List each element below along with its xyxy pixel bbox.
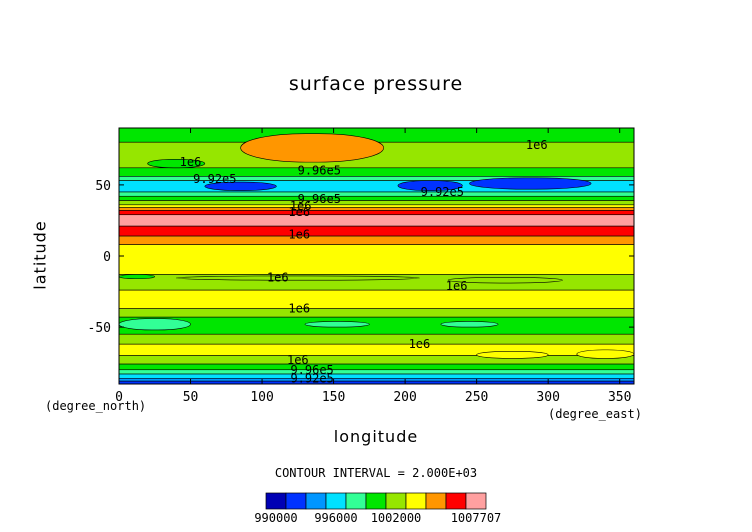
- contour-label: 9.92e5: [193, 172, 236, 186]
- x-tick-label: 300: [536, 390, 559, 405]
- contour-band: [119, 195, 634, 201]
- contour-label: 1e6: [526, 138, 548, 152]
- x-axis-label: longitude: [333, 427, 419, 446]
- contour-band: [119, 333, 634, 345]
- y-axis: -50 0 50: [88, 179, 634, 336]
- contour-label: 1e6: [446, 279, 468, 293]
- contour-band: [119, 378, 634, 382]
- contour-label: 1e6: [288, 205, 310, 219]
- y-axis-label: latitude: [30, 220, 50, 290]
- contour-band: [119, 207, 634, 211]
- colorbar-swatch: [385, 492, 407, 510]
- contour-label: 9.96e5: [298, 164, 341, 178]
- contour-cell: [397, 180, 463, 191]
- x-tick-label: 150: [322, 390, 345, 405]
- contour-band: [119, 235, 634, 245]
- contour-label: 1e6: [288, 228, 310, 242]
- contour-cell: [240, 133, 384, 163]
- y-tick-label: -50: [88, 321, 111, 336]
- x-axis: 0 50 100 150 200 250 300 350: [115, 128, 631, 405]
- contour-label: 9.96e5: [298, 192, 341, 206]
- contour-band: [119, 343, 634, 356]
- colorbar-label: 1007707: [451, 511, 502, 525]
- contour-label: 1e6: [290, 199, 312, 213]
- y-unit-label: (degree_east): [548, 407, 642, 421]
- colorbar-swatch: [445, 492, 467, 510]
- contour-band: [119, 369, 634, 375]
- contour-band: [119, 244, 634, 275]
- contour-label: 9.92e5: [290, 371, 333, 385]
- contour-band: [119, 316, 634, 335]
- chart-title: surface pressure: [288, 73, 464, 95]
- contour-band: [119, 373, 634, 379]
- contour-label: 1e6: [288, 302, 310, 316]
- x-tick-label: 0: [115, 390, 123, 405]
- contour-band: [119, 210, 634, 216]
- contour-label: 1e6: [267, 270, 289, 284]
- colorbar-swatch: [325, 492, 347, 510]
- contour-cell: [476, 350, 549, 359]
- contour-cell: [469, 177, 592, 190]
- colorbar-swatch: [365, 492, 387, 510]
- colorbar-label: 1002000: [371, 511, 422, 525]
- contour-cell: [147, 158, 206, 169]
- contour-interval-label: CONTOUR INTERVAL = 2.000E+03: [274, 466, 478, 480]
- contour-cell: [440, 321, 499, 328]
- contour-band: [119, 214, 634, 227]
- colorbar: 990000 996000 1002000 1007707: [254, 492, 502, 525]
- contour-cell: [119, 318, 191, 331]
- colorbar-label: 996000: [314, 511, 357, 525]
- colorbar-swatch: [305, 492, 327, 510]
- x-tick-label: 50: [183, 390, 199, 405]
- contour-cell: [447, 277, 563, 284]
- contour-band: [119, 225, 634, 237]
- colorbar-swatch: [405, 492, 427, 510]
- x-tick-label: 100: [250, 390, 273, 405]
- colorbar-label: 990000: [254, 511, 297, 525]
- contour-cell: [204, 181, 277, 191]
- contour-band: [119, 363, 634, 371]
- colorbar-swatch: [265, 492, 287, 510]
- contour-label: 1e6: [180, 155, 202, 169]
- y-tick-label: 50: [95, 179, 111, 194]
- y-tick-label: 0: [103, 250, 111, 265]
- x-unit-label: (degree_north): [45, 399, 147, 413]
- x-tick-label: 200: [393, 390, 416, 405]
- colorbar-swatch: [345, 492, 367, 510]
- contour-band: [119, 308, 634, 318]
- x-tick-label: 350: [608, 390, 631, 405]
- contour-cell: [576, 349, 634, 359]
- contour-fills: [119, 128, 634, 384]
- contour-label: 9.92e5: [421, 185, 464, 199]
- contour-cell: [304, 321, 370, 328]
- contour-band: [119, 204, 634, 208]
- contour-label: 9.96e5: [290, 363, 333, 377]
- contour-label: 1e6: [409, 337, 431, 351]
- contour-band: [119, 289, 634, 309]
- colorbar-swatch: [465, 492, 487, 510]
- colorbar-swatch: [425, 492, 447, 510]
- contour-labels: 1e69.92e59.96e51e69.92e59.96e51e61e61e61…: [180, 138, 548, 385]
- contour-band: [119, 128, 634, 143]
- contour-band: [119, 355, 634, 365]
- contour-band: [119, 200, 634, 206]
- x-tick-label: 250: [465, 390, 488, 405]
- contour-cell: [175, 275, 420, 281]
- contour-label: 1e6: [287, 353, 309, 367]
- contour-cell: [119, 274, 156, 280]
- contour-band: [119, 191, 634, 197]
- colorbar-swatch: [285, 492, 307, 510]
